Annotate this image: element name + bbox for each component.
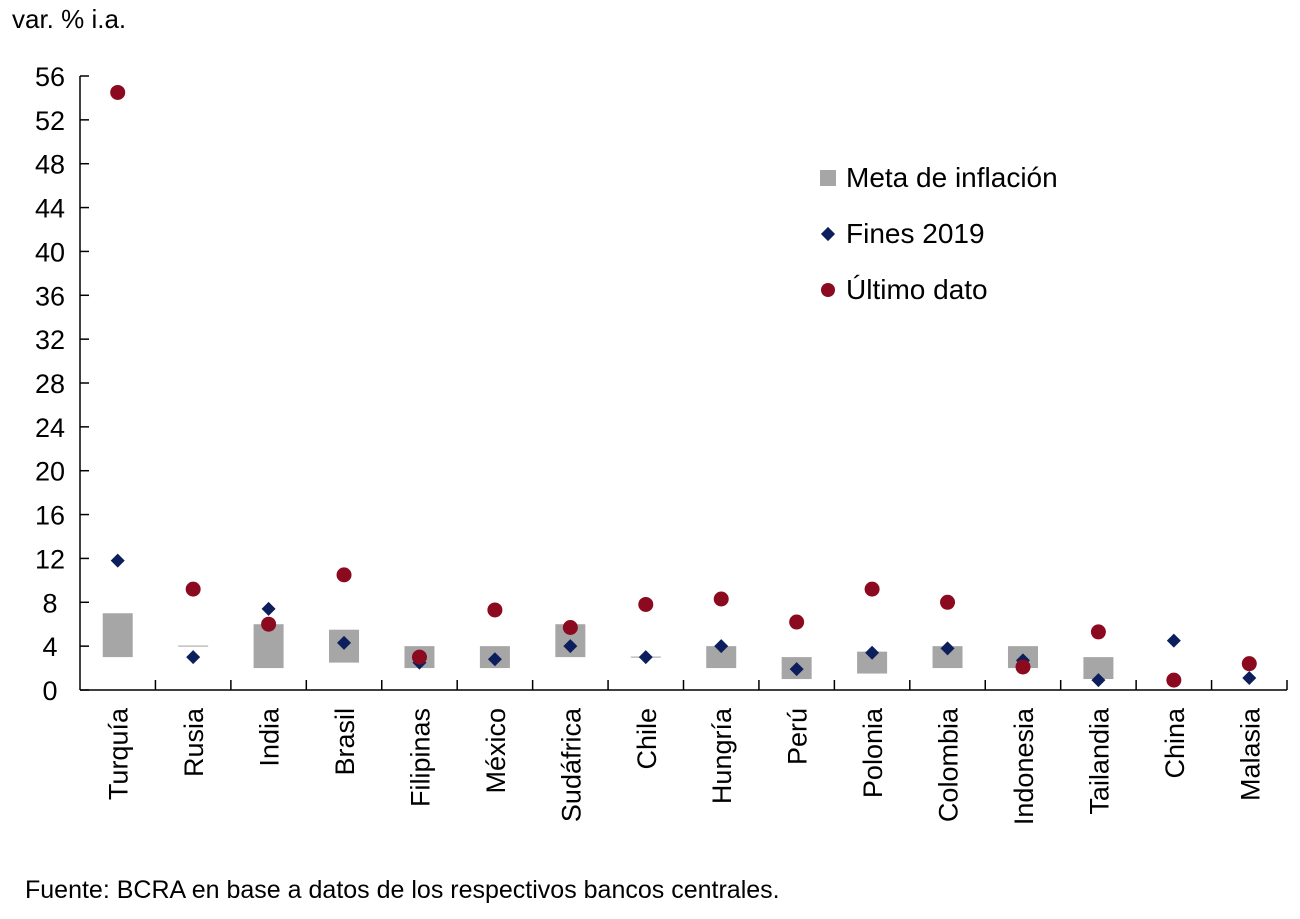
fines-2019-marker xyxy=(789,662,804,677)
fines-2019-marker xyxy=(940,641,955,656)
fines-2019-marker xyxy=(1166,633,1181,648)
y-tick-label: 52 xyxy=(35,106,65,136)
meta-inflacion-bar xyxy=(706,646,737,669)
legend-item-fines-2019: Fines 2019 xyxy=(818,206,1058,262)
y-tick-label: 44 xyxy=(35,194,65,224)
ultimo-dato-marker xyxy=(411,649,427,665)
fines-2019-marker xyxy=(186,650,201,665)
ultimo-dato-marker xyxy=(940,594,956,610)
fines-2019-marker xyxy=(110,553,125,568)
x-category-label: Perú xyxy=(783,708,813,765)
ultimo-dato-marker xyxy=(638,596,654,612)
fines-2019-marker xyxy=(865,645,880,660)
y-tick-label: 4 xyxy=(42,632,57,662)
ultimo-dato-marker xyxy=(713,591,729,607)
x-category-label: Sudáfrica xyxy=(556,707,586,822)
meta-inflacion-bar xyxy=(932,646,963,669)
meta-inflacion-bar xyxy=(102,613,133,658)
fines-2019-marker xyxy=(638,650,653,665)
y-axis-unit-label: var. % i.a. xyxy=(12,4,127,34)
x-category-label: Hungría xyxy=(707,707,737,804)
ultimo-dato-marker xyxy=(562,620,578,636)
fines-2019-marker xyxy=(487,652,502,667)
legend-circle-swatch-icon xyxy=(818,283,838,297)
ultimo-dato-marker xyxy=(1241,656,1257,672)
legend: Meta de inflación Fines 2019 Último dato xyxy=(818,150,1058,318)
ultimo-dato-marker xyxy=(1166,672,1182,688)
ultimo-dato-marker xyxy=(1015,659,1031,675)
meta-inflacion-bar xyxy=(857,651,888,674)
x-category-label: Rusia xyxy=(179,707,209,777)
x-category-label: China xyxy=(1160,707,1190,779)
y-tick-label: 24 xyxy=(35,413,65,443)
x-category-label: Tailandia xyxy=(1084,707,1114,815)
x-category-label: Indonesia xyxy=(1009,707,1039,825)
x-category-label: Colombia xyxy=(934,707,964,822)
x-category-label: Brasil xyxy=(330,708,360,776)
x-category-label: Filipinas xyxy=(405,708,435,807)
meta-inflacion-bar xyxy=(1083,657,1114,680)
x-category-label: Polonia xyxy=(858,707,888,798)
legend-label-fines-2019: Fines 2019 xyxy=(846,218,985,249)
x-category-label: Chile xyxy=(632,708,662,770)
y-tick-label: 36 xyxy=(35,281,65,311)
fines-2019-marker xyxy=(714,639,729,654)
ultimo-dato-marker xyxy=(336,567,352,583)
y-tick-label: 20 xyxy=(35,457,65,487)
legend-item-meta: Meta de inflación xyxy=(818,150,1058,206)
fines-2019-marker xyxy=(1242,670,1257,685)
ultimo-dato-marker xyxy=(261,616,277,632)
y-tick-label: 32 xyxy=(35,325,65,355)
fines-2019-marker xyxy=(261,601,276,616)
ultimo-dato-marker xyxy=(864,581,880,597)
y-tick-label: 28 xyxy=(35,369,65,399)
y-tick-label: 12 xyxy=(35,544,65,574)
ultimo-dato-marker xyxy=(487,602,503,618)
legend-item-ultimo-dato: Último dato xyxy=(818,262,1058,318)
x-category-label: India xyxy=(255,707,285,767)
y-tick-label: 8 xyxy=(42,588,57,618)
fines-2019-marker xyxy=(337,635,352,650)
y-tick-label: 48 xyxy=(35,150,65,180)
legend-bar-swatch-icon xyxy=(818,170,838,186)
fines-2019-marker xyxy=(563,639,578,654)
legend-label-meta: Meta de inflación xyxy=(846,162,1058,193)
legend-label-ultimo-dato: Último dato xyxy=(846,274,988,305)
y-tick-label: 16 xyxy=(35,501,65,531)
x-category-label: México xyxy=(481,708,511,794)
legend-diamond-swatch-icon xyxy=(818,226,838,242)
fines-2019-marker xyxy=(1091,673,1106,688)
x-category-label: Turquía xyxy=(104,707,134,800)
y-tick-label: 40 xyxy=(35,237,65,267)
y-tick-label: 56 xyxy=(35,62,65,92)
ultimo-dato-marker xyxy=(1090,624,1106,640)
ultimo-dato-marker xyxy=(789,614,805,630)
x-category-label: Malasia xyxy=(1235,707,1265,801)
ultimo-dato-marker xyxy=(185,581,201,597)
ultimo-dato-marker xyxy=(110,84,126,100)
source-note: Fuente: BCRA en base a datos de los resp… xyxy=(25,876,780,904)
y-tick-label: 0 xyxy=(42,676,57,706)
